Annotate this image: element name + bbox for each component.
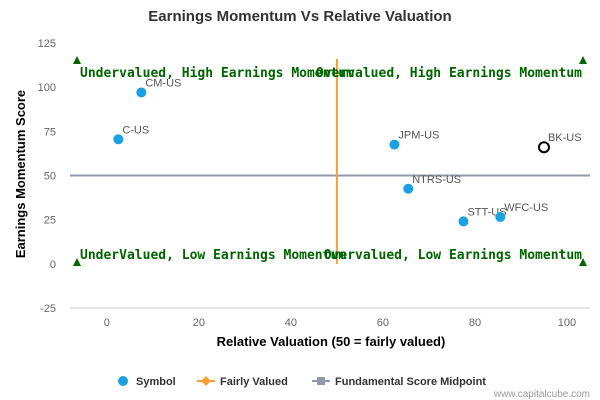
x-tick-label: 100	[558, 317, 576, 329]
x-tick-label: 80	[469, 317, 481, 329]
y-tick-label: 125	[38, 38, 56, 50]
legend-midpoint-label: Fundamental Score Midpoint	[335, 376, 486, 388]
data-point[interactable]: BK-US	[537, 132, 582, 154]
point-label: JPM-US	[398, 130, 439, 142]
legend: Symbol Fairly Valued Fundamental Score M…	[118, 376, 486, 388]
x-tick-label: 60	[377, 317, 389, 329]
legend-symbol-label: Symbol	[136, 376, 176, 388]
point-marker	[136, 87, 147, 98]
point-marker	[458, 216, 469, 227]
point-label: NTRS-US	[412, 174, 461, 186]
corner-marker-top-left	[73, 56, 81, 64]
legend-midpoint-square	[317, 377, 325, 385]
quadrant-label-bottom-right: Overvalued, Low Earnings Momentum	[324, 248, 582, 263]
point-marker	[113, 134, 124, 145]
legend-item-fairly-valued[interactable]: Fairly Valued	[197, 376, 288, 388]
y-tick-label: 100	[38, 82, 56, 94]
y-tick-label: 25	[44, 215, 56, 227]
quadrant-labels: Undervalued, High Earnings Momentum Over…	[80, 66, 582, 263]
y-axis-label: Earnings Momentum Score	[13, 90, 28, 258]
point-marker	[495, 212, 506, 223]
data-point[interactable]: WFC-US	[495, 202, 548, 223]
quadrant-label-top-right: Overvalued, High Earnings Momentum	[316, 66, 582, 81]
chart-title: Earnings Momentum Vs Relative Valuation	[148, 8, 451, 25]
point-label: WFC-US	[504, 202, 548, 214]
axis-ticks: -25 0 25 50 75 100 125 0 20 40 60 80 100	[38, 38, 577, 329]
legend-fairly-valued-diamond	[201, 376, 211, 386]
legend-item-midpoint[interactable]: Fundamental Score Midpoint	[312, 376, 486, 388]
legend-item-symbol[interactable]: Symbol	[118, 376, 176, 388]
point-label: CM-US	[145, 77, 181, 89]
quadrant-label-bottom-left: UnderValued, Low Earnings Momentum	[80, 248, 346, 263]
point-marker	[403, 183, 414, 194]
quadrant-label-top-left: Undervalued, High Earnings Momentum	[80, 66, 354, 81]
x-tick-label: 20	[193, 317, 205, 329]
data-point[interactable]: C-US	[113, 124, 149, 145]
credit-text: www.capitalcube.com	[493, 389, 590, 400]
x-tick-label: 0	[104, 317, 110, 329]
corner-markers	[73, 56, 587, 266]
point-marker-highlight	[537, 141, 550, 154]
corner-marker-top-right	[579, 56, 587, 64]
y-tick-label: 75	[44, 126, 56, 138]
point-label: BK-US	[548, 132, 582, 144]
data-point[interactable]: NTRS-US	[403, 174, 461, 194]
y-tick-label: 50	[44, 171, 56, 183]
reference-lines	[70, 59, 590, 264]
legend-symbol-marker	[118, 376, 128, 386]
legend-fairly-valued-label: Fairly Valued	[220, 376, 288, 388]
data-point[interactable]: CM-US	[136, 77, 181, 98]
data-point[interactable]: JPM-US	[389, 130, 439, 150]
point-label: C-US	[122, 124, 149, 136]
y-tick-label: 0	[50, 259, 56, 271]
y-tick-label: -25	[40, 303, 56, 315]
point-marker	[389, 139, 400, 150]
x-axis-label: Relative Valuation (50 = fairly valued)	[217, 334, 446, 349]
x-tick-label: 40	[285, 317, 297, 329]
corner-marker-bottom-left	[73, 258, 81, 266]
corner-marker-bottom-right	[579, 258, 587, 266]
